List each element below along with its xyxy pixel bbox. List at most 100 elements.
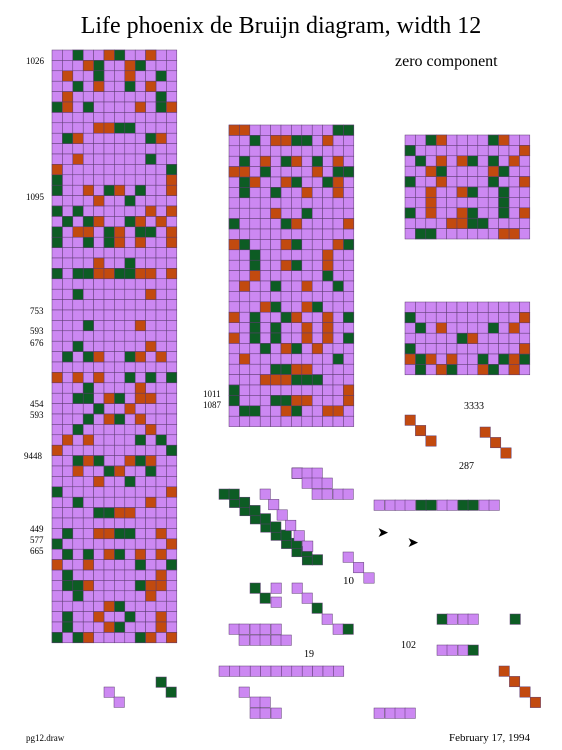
strip-cell: [270, 665, 282, 677]
grid-cell: [93, 382, 105, 394]
grid-cell: [62, 60, 74, 72]
grid-cell: [322, 395, 334, 407]
grid-cell: [114, 351, 126, 363]
grid-cell: [82, 611, 94, 623]
grid-cell: [425, 176, 437, 188]
grid-cell: [134, 205, 146, 217]
grid-cell: [343, 135, 355, 147]
grid-cell: [166, 299, 178, 311]
grid-cell: [82, 403, 94, 415]
grid-cell: [259, 322, 271, 334]
live-cell: [103, 184, 115, 196]
grid-cell: [301, 291, 313, 303]
grid-cell: [498, 343, 510, 355]
grid-cell: [270, 197, 282, 209]
strip-cell: [268, 499, 280, 511]
live-cell: [270, 363, 282, 375]
grid-cell: [72, 236, 84, 248]
grid-cell: [332, 207, 344, 219]
grid-cell: [343, 415, 355, 427]
grid-cell: [145, 101, 157, 113]
grid-cell: [322, 228, 334, 240]
grid-cell: [155, 205, 167, 217]
grid-cell: [93, 226, 105, 238]
grid-cell: [114, 132, 126, 144]
footer-filename: pg12.draw: [26, 733, 65, 743]
phoenix-cell: [166, 538, 178, 550]
grid-cell: [435, 353, 447, 365]
middle-pattern-grid: [228, 124, 355, 427]
grid-cell: [93, 632, 105, 644]
grid-cell: [134, 496, 146, 508]
grid-cell: [114, 309, 126, 321]
grid-cell: [311, 384, 323, 396]
grid-cell: [322, 124, 334, 136]
grid-cell: [134, 476, 146, 488]
grid-cell: [103, 340, 115, 352]
grid-cell: [62, 372, 74, 384]
grid-cell: [134, 278, 146, 290]
live-cell: [270, 395, 282, 407]
grid-cell: [477, 332, 489, 344]
grid-cell: [228, 155, 240, 167]
grid-cell: [301, 249, 313, 261]
phoenix-cell: [124, 70, 136, 82]
grid-cell: [332, 301, 344, 313]
grid-cell: [51, 247, 63, 259]
grid-cell: [467, 134, 479, 146]
grid-cell: [311, 124, 323, 136]
grid-cell: [270, 259, 282, 271]
grid-cell: [239, 415, 251, 427]
grid-cell: [155, 632, 167, 644]
phoenix-cell: [166, 226, 178, 238]
grid-cell: [155, 257, 167, 269]
live-cell: [280, 363, 292, 375]
grid-cell: [134, 600, 146, 612]
live-cell: [82, 351, 94, 363]
grid-cell: [124, 174, 136, 186]
strip-cell: [228, 623, 240, 635]
grid-cell: [51, 611, 63, 623]
grid-cell: [114, 340, 126, 352]
phoenix-cell: [134, 101, 146, 113]
grid-cell: [72, 403, 84, 415]
grid-cell: [487, 197, 499, 209]
grid-cell: [155, 184, 167, 196]
phoenix-cell: [155, 351, 167, 363]
grid-cell: [487, 217, 499, 229]
grid-cell: [155, 226, 167, 238]
grid-cell: [166, 112, 178, 124]
phoenix-cell: [498, 228, 510, 240]
grid-cell: [249, 291, 261, 303]
live-cell: [82, 413, 94, 425]
grid-cell: [311, 145, 323, 157]
grid-cell: [415, 332, 427, 344]
grid-cell: [82, 132, 94, 144]
phoenix-cell: [166, 101, 178, 113]
grid-cell: [498, 312, 510, 324]
grid-cell: [155, 60, 167, 72]
phoenix-cell: [291, 363, 303, 375]
grid-cell: [124, 590, 136, 602]
grid-cell: [259, 415, 271, 427]
live-cell: [72, 340, 84, 352]
grid-cell: [239, 301, 251, 313]
grid-cell: [155, 112, 167, 124]
dark-violet-diagonal-a: [249, 582, 282, 608]
grid-cell: [259, 176, 271, 188]
grid-cell: [145, 517, 157, 529]
grid-cell: [114, 320, 126, 332]
grid-cell: [332, 332, 344, 344]
grid-cell: [301, 228, 313, 240]
phoenix-cell: [82, 559, 94, 571]
phoenix-cell: [435, 322, 447, 334]
phoenix-cell: [508, 364, 520, 376]
live-cell: [498, 353, 510, 365]
grid-cell: [259, 332, 271, 344]
grid-cell: [291, 270, 303, 282]
grid-cell: [228, 207, 240, 219]
grid-cell: [124, 299, 136, 311]
grid-cell: [259, 135, 271, 147]
grid-cell: [498, 145, 510, 157]
